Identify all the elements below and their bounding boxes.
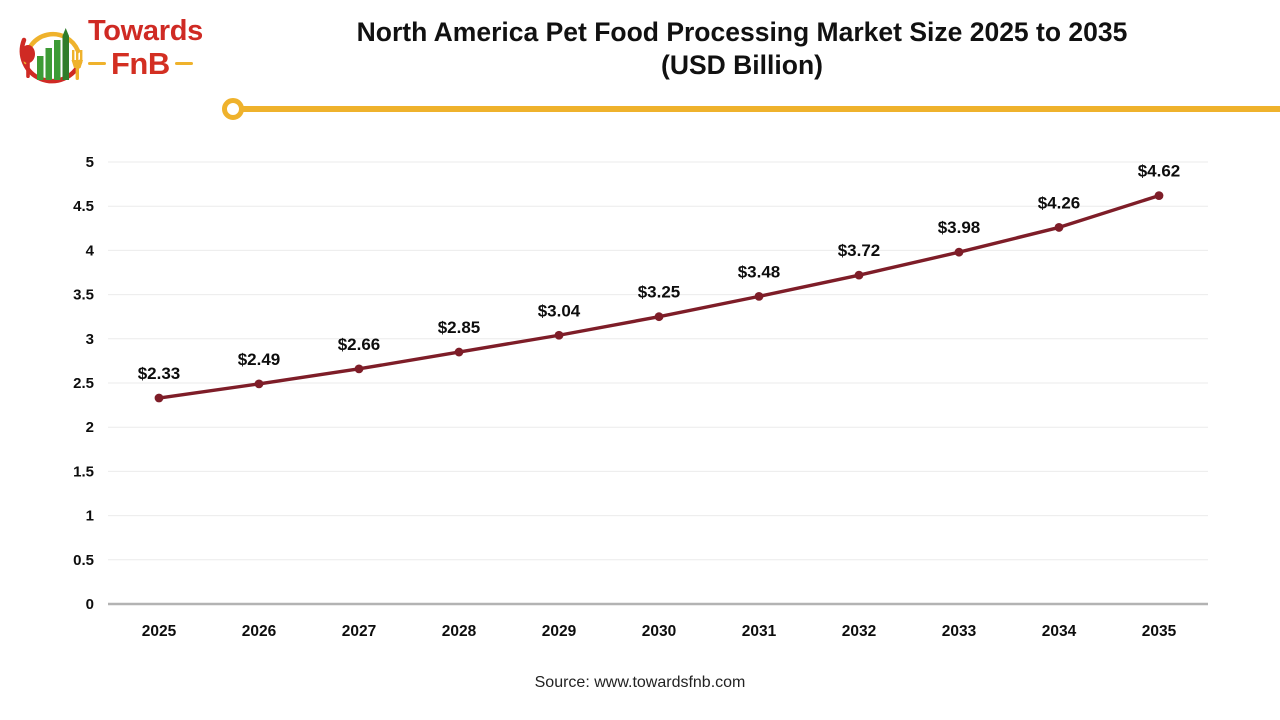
x-axis-tick-label: 2025	[142, 623, 177, 640]
logo-primary-text: Towards	[88, 15, 203, 47]
y-axis-tick-label: 2	[86, 419, 94, 436]
divider-line	[236, 106, 1280, 112]
series-data-label: $3.25	[638, 283, 681, 302]
chart-title-line-1: North America Pet Food Processing Market…	[356, 17, 1128, 47]
chart-gridlines	[108, 161, 1208, 561]
series-data-label: $3.48	[738, 262, 781, 281]
series-point-marker	[1054, 223, 1064, 232]
series-point-marker	[254, 379, 264, 389]
y-axis-tick-label: 5	[86, 154, 94, 171]
series-data-label: $2.66	[338, 335, 381, 354]
x-axis-tick-label: 2031	[742, 623, 777, 640]
x-axis-tick-label: 2028	[442, 623, 477, 640]
logo-right-dash-icon	[174, 62, 193, 65]
x-axis-tick-label: 2029	[542, 623, 577, 640]
chart-data-labels: $2.33 $2.49 $2.66 $2.85 $3.04 $3.25 $3.48 $3.72…	[138, 162, 1181, 383]
y-axis-tick-label: 3	[86, 331, 94, 348]
x-axis-tick-label: 2032	[842, 623, 876, 640]
y-axis-tick-label: 0.5	[73, 552, 94, 569]
y-axis-tick-label: 2.5	[73, 375, 94, 392]
series-point-marker	[354, 364, 364, 374]
series-point-marker	[454, 347, 464, 357]
series-data-label: $2.85	[438, 318, 481, 337]
x-axis-tick-label: 2030	[642, 623, 676, 640]
chart-x-axis-ticks: 2025 2026 2027 2028 2029 2030 2031 2032 2033 2034…	[142, 623, 1177, 640]
y-axis-tick-label: 3.5	[73, 287, 94, 304]
series-point-marker	[854, 270, 864, 280]
series-data-label: $3.04	[538, 301, 581, 320]
chart-y-axis-ticks: 0 0.5 1 1.5 2 2.5 3 3.5 4 4.5 5	[73, 154, 95, 613]
x-axis-tick-label: 2027	[342, 623, 376, 640]
logo-secondary-row: FnB	[88, 48, 193, 79]
source-note: Source: www.towardsfnb.com	[534, 674, 746, 691]
series-data-label: $2.33	[138, 364, 181, 383]
series-point-marker	[954, 247, 964, 257]
logo-secondary-text: FnB	[111, 46, 170, 81]
header-divider	[222, 98, 1280, 120]
series-point-marker	[654, 312, 664, 322]
chart-title: North America Pet Food Processing Market…	[240, 16, 1244, 82]
series-point-marker	[154, 393, 164, 403]
logo-wordmark: Towards FnB	[88, 16, 228, 90]
x-axis-tick-label: 2026	[242, 623, 277, 640]
series-point-marker	[554, 330, 564, 340]
y-axis-tick-label: 4.5	[73, 198, 94, 215]
divider-knob-icon	[222, 98, 244, 120]
series-point-marker	[1154, 191, 1164, 200]
chart-series-markers	[154, 191, 1164, 403]
y-axis-tick-label: 1.5	[73, 463, 94, 480]
series-data-label: $2.49	[238, 350, 281, 369]
series-data-label: $4.62	[1138, 162, 1181, 181]
chart-title-line-2: (USD Billion)	[661, 50, 823, 80]
y-axis-tick-label: 1	[86, 508, 94, 525]
y-axis-tick-label: 4	[86, 242, 95, 259]
x-axis-tick-label: 2033	[942, 623, 977, 640]
x-axis-tick-label: 2035	[1142, 623, 1177, 640]
logo-emblem-icon	[19, 28, 83, 84]
y-axis-tick-label: 0	[86, 596, 94, 613]
series-data-label: $3.98	[938, 218, 981, 237]
x-axis-tick-label: 2034	[1042, 623, 1077, 640]
series-data-label: $4.26	[1038, 193, 1081, 212]
logo-left-dash-icon	[88, 62, 106, 65]
series-data-label: $3.72	[838, 241, 881, 260]
brand-logo: Towards FnB	[14, 14, 224, 92]
series-point-marker	[754, 291, 764, 301]
